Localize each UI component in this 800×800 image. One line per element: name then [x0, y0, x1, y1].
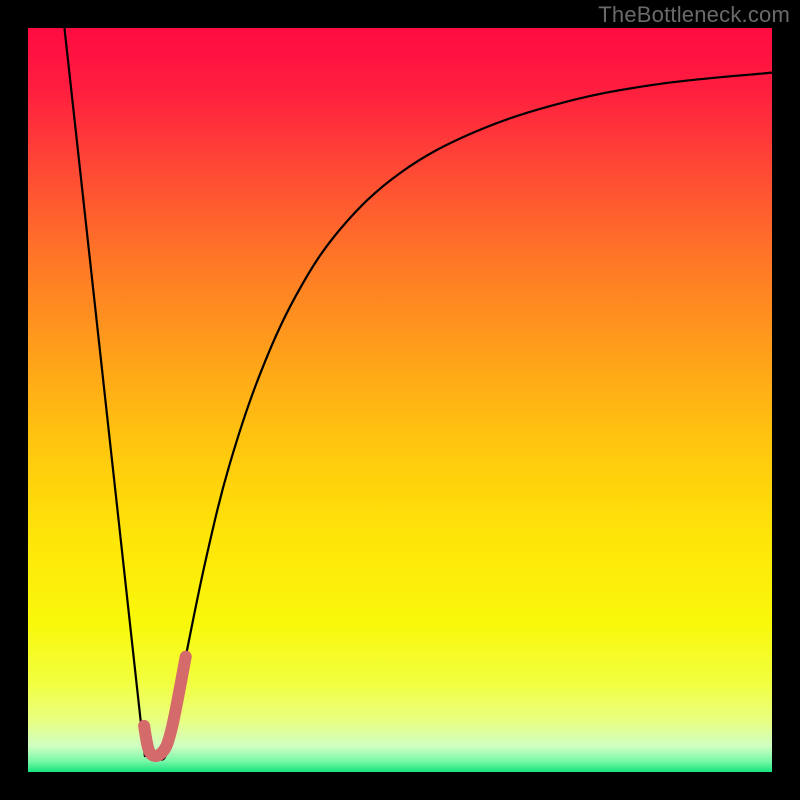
- chart-frame: TheBottleneck.com: [0, 0, 800, 800]
- watermark-text: TheBottleneck.com: [598, 2, 790, 28]
- curve-layer: [28, 28, 772, 772]
- plot-area: [28, 28, 772, 772]
- black-curve: [64, 28, 772, 760]
- highlight-j-curve: [144, 657, 186, 756]
